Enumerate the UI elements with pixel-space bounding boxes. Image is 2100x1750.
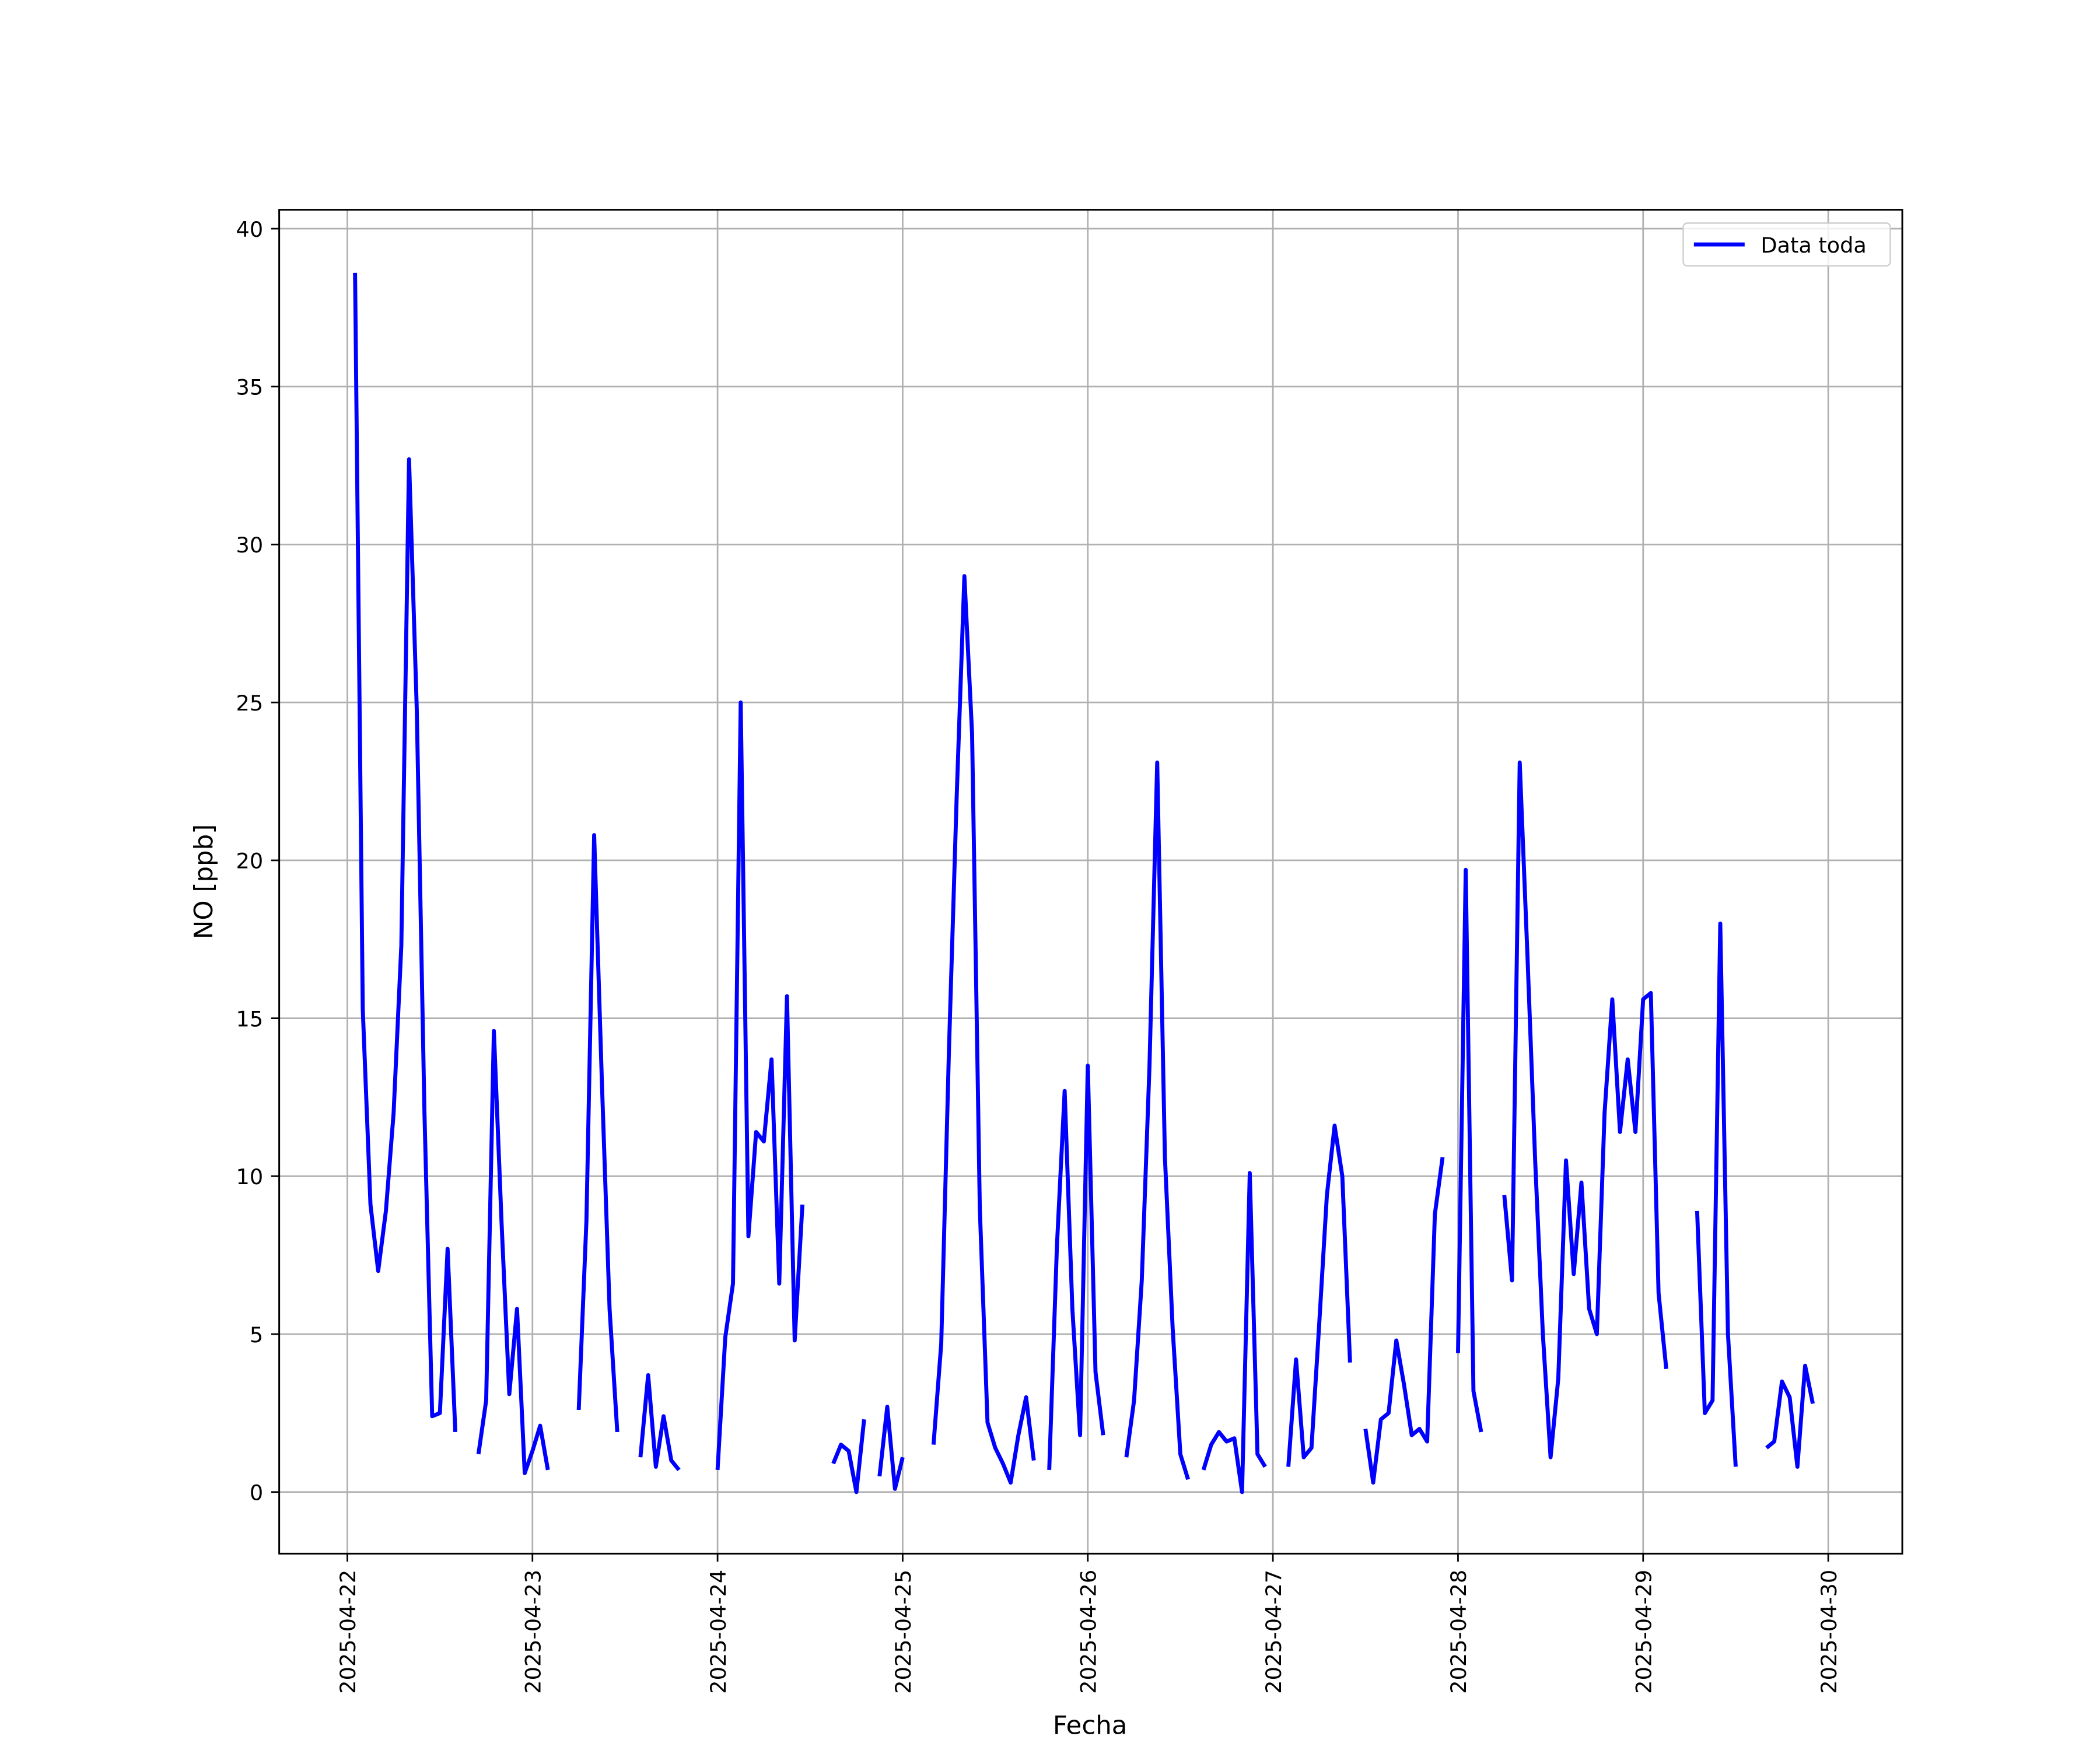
x-tick-label: 2025-04-30 xyxy=(1817,1570,1842,1694)
x-tick-label: 2025-04-27 xyxy=(1261,1570,1286,1694)
x-tick-label: 2025-04-22 xyxy=(335,1570,360,1694)
x-tick-label: 2025-04-24 xyxy=(706,1570,731,1694)
legend-label: Data toda xyxy=(1760,233,1867,258)
y-axis-label: NO [ppb] xyxy=(190,824,219,939)
x-tick-label: 2025-04-23 xyxy=(521,1570,546,1694)
x-tick-label: 2025-04-29 xyxy=(1632,1570,1657,1694)
y-tick-label: 40 xyxy=(236,217,264,242)
figure: Fecha NO [ppb] 0 5 10 15 20 25 30 35 40 2025-04-2… xyxy=(190,209,1903,1741)
y-tick-label: 35 xyxy=(236,374,264,400)
x-tick-label: 2025-04-28 xyxy=(1446,1570,1471,1694)
y-tick-label: 10 xyxy=(236,1164,264,1189)
y-tick-label: 0 xyxy=(250,1480,263,1506)
data-line xyxy=(353,272,1815,1494)
x-tick-label: 2025-04-25 xyxy=(891,1570,916,1694)
y-tick-label: 20 xyxy=(236,849,264,874)
y-tick-label: 25 xyxy=(236,691,264,716)
y-tick-label: 15 xyxy=(236,1006,264,1031)
plot-frame xyxy=(278,209,1903,1555)
y-tick-label: 5 xyxy=(250,1322,263,1348)
x-tick-label: 2025-04-26 xyxy=(1076,1570,1101,1694)
legend-box xyxy=(1682,222,1891,267)
legend: Data toda xyxy=(1682,222,1891,267)
y-tick-label: 30 xyxy=(236,533,264,558)
x-axis-label: Fecha xyxy=(1053,1712,1128,1741)
